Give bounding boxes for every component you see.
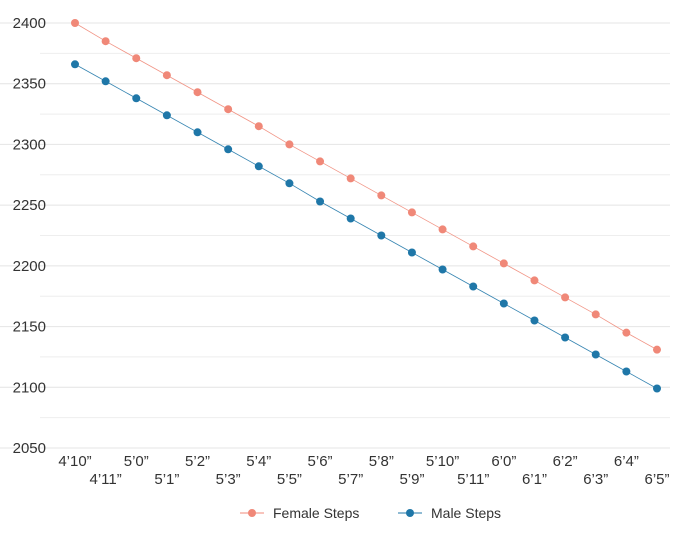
data-point bbox=[224, 145, 233, 154]
legend-label: Male Steps bbox=[431, 505, 501, 521]
x-tick-label: 6’2” bbox=[553, 453, 578, 470]
x-tick-label: 6’0” bbox=[491, 453, 516, 470]
data-point bbox=[438, 225, 447, 234]
data-point bbox=[285, 140, 294, 149]
data-point bbox=[71, 60, 79, 69]
y-axis-ticks: 2050 2100 2150 2200 2250 2300 2350 2400 bbox=[13, 15, 46, 457]
data-point bbox=[193, 128, 202, 137]
x-tick-label: 4’10” bbox=[58, 453, 91, 470]
data-point bbox=[622, 367, 631, 376]
x-tick-label: 6’1” bbox=[522, 471, 547, 488]
x-tick-label: 5’7” bbox=[338, 471, 363, 488]
x-tick-label: 5’10” bbox=[426, 453, 459, 470]
data-point bbox=[101, 37, 110, 46]
data-point bbox=[530, 316, 539, 325]
series-female-steps bbox=[71, 19, 661, 354]
data-point bbox=[254, 122, 263, 131]
data-point bbox=[653, 345, 661, 354]
data-point bbox=[285, 179, 294, 188]
x-tick-label: 5’4” bbox=[246, 453, 271, 470]
y-tick-label: 2350 bbox=[13, 76, 46, 93]
data-point bbox=[591, 350, 600, 359]
x-tick-label: 5’1” bbox=[154, 471, 179, 488]
x-tick-label: 5’6” bbox=[308, 453, 333, 470]
data-point bbox=[469, 282, 478, 291]
data-point bbox=[407, 208, 416, 217]
data-point bbox=[653, 384, 661, 393]
legend-item: Female Steps bbox=[240, 505, 359, 521]
data-point bbox=[224, 105, 233, 114]
y-tick-label: 2250 bbox=[13, 197, 46, 214]
data-point bbox=[346, 174, 355, 183]
x-tick-label: 5’0” bbox=[124, 453, 149, 470]
legend-label: Female Steps bbox=[273, 505, 359, 521]
y-tick-label: 2100 bbox=[13, 379, 46, 396]
x-tick-label: 6’5” bbox=[644, 471, 669, 488]
x-tick-label: 5’11” bbox=[457, 471, 489, 488]
legend-marker bbox=[248, 509, 256, 517]
series-line bbox=[74, 63, 658, 389]
data-point bbox=[132, 94, 141, 103]
x-tick-label: 5’9” bbox=[399, 471, 424, 488]
y-tick-label: 2300 bbox=[13, 136, 46, 153]
gridlines bbox=[0, 22, 670, 449]
data-point bbox=[71, 19, 79, 27]
data-point bbox=[377, 231, 386, 240]
data-point bbox=[346, 214, 355, 223]
data-point bbox=[438, 265, 447, 274]
legend-marker bbox=[406, 509, 414, 517]
x-tick-label: 5’8” bbox=[369, 453, 394, 470]
y-tick-label: 2150 bbox=[13, 319, 46, 336]
series-male-steps bbox=[71, 60, 661, 393]
data-point bbox=[316, 197, 325, 206]
data-point bbox=[316, 157, 325, 166]
x-tick-label: 5’5” bbox=[277, 471, 302, 488]
data-point bbox=[499, 299, 508, 308]
data-point bbox=[132, 54, 141, 63]
data-point bbox=[193, 88, 202, 97]
series-line bbox=[74, 22, 658, 350]
x-tick-label: 6’3” bbox=[583, 471, 608, 488]
data-point bbox=[530, 276, 539, 285]
data-point bbox=[591, 310, 600, 319]
data-point bbox=[162, 71, 171, 80]
data-point bbox=[561, 293, 570, 302]
legend-item: Male Steps bbox=[398, 505, 501, 521]
x-tick-label: 6’4” bbox=[614, 453, 639, 470]
x-tick-label: 5’3” bbox=[216, 471, 241, 488]
data-point bbox=[407, 248, 416, 257]
data-point bbox=[254, 162, 263, 171]
data-point bbox=[622, 328, 631, 337]
legend: Female Steps Male Steps bbox=[240, 505, 501, 521]
y-tick-label: 2050 bbox=[13, 440, 46, 457]
y-tick-label: 2200 bbox=[13, 258, 46, 275]
data-point bbox=[499, 259, 508, 268]
x-tick-label: 5’2” bbox=[185, 453, 210, 470]
data-point bbox=[469, 242, 478, 251]
x-axis-ticks: 4’10”4’11”5’0” 5’1” 5’2” 5’3” 5’4” 5’5” 5’6” 5’… bbox=[58, 453, 669, 488]
data-point bbox=[162, 111, 171, 120]
data-point bbox=[377, 191, 386, 200]
data-point bbox=[561, 333, 570, 342]
series-group bbox=[71, 19, 661, 393]
data-point bbox=[101, 77, 110, 86]
y-tick-label: 2400 bbox=[13, 15, 46, 32]
x-tick-label: 4’11” bbox=[90, 471, 122, 488]
